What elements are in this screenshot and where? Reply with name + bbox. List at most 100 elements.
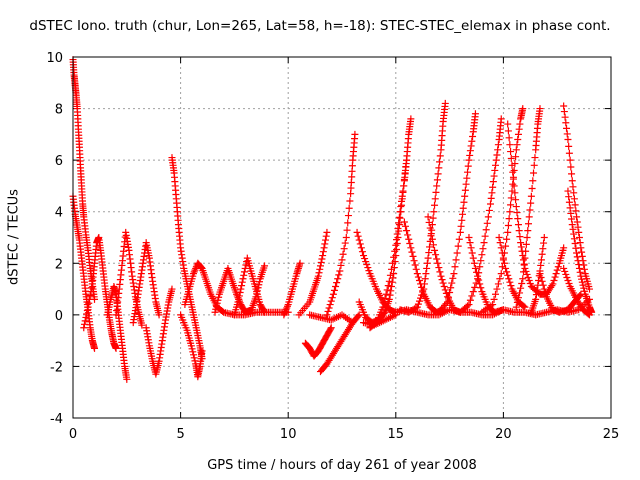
data-point (394, 224, 402, 232)
data-point (87, 288, 95, 296)
data-point (486, 200, 494, 208)
data-point (575, 261, 583, 269)
data-point (340, 245, 348, 253)
data-point (500, 249, 508, 257)
data-point (237, 285, 245, 293)
data-point (325, 304, 333, 312)
data-point (533, 286, 541, 294)
data-point (351, 130, 359, 138)
data-point (362, 258, 370, 266)
data-point (575, 264, 583, 272)
data-point (585, 295, 593, 303)
data-point (283, 304, 291, 312)
data-point (563, 273, 571, 281)
data-point (364, 264, 372, 272)
data-point (584, 310, 592, 318)
data-point (466, 147, 474, 155)
data-point (538, 277, 546, 285)
data-point (514, 136, 522, 144)
data-point (155, 311, 163, 319)
data-point (538, 250, 546, 258)
data-point (517, 239, 525, 247)
data-point (519, 256, 527, 264)
data-point (553, 266, 561, 274)
data-point (458, 216, 466, 224)
data-point (492, 161, 500, 169)
data-point (415, 297, 423, 305)
data-point (328, 294, 336, 302)
data-point (420, 280, 428, 288)
data-point (411, 261, 419, 269)
data-point (414, 300, 422, 308)
data-point (521, 264, 529, 272)
data-point (513, 209, 521, 217)
data-point (467, 244, 475, 252)
data-point (431, 246, 439, 254)
data-point (215, 293, 223, 301)
data-point (517, 243, 525, 251)
data-point (420, 285, 428, 293)
data-point (443, 298, 451, 306)
data-point (503, 268, 511, 276)
data-point (494, 280, 502, 288)
data-point (540, 234, 548, 241)
data-point (493, 285, 501, 293)
data-point (383, 286, 391, 294)
data-point (470, 259, 478, 267)
data-point (499, 256, 507, 264)
data-point (413, 270, 421, 278)
data-point (560, 102, 568, 110)
data-point (339, 250, 347, 258)
data-point (459, 210, 467, 218)
data-point (521, 254, 529, 262)
data-point (417, 294, 425, 302)
data-point (471, 110, 479, 118)
data-point (464, 162, 472, 170)
data-point (496, 239, 504, 247)
data-point (319, 248, 327, 256)
data-point (537, 273, 545, 281)
data-point (439, 279, 447, 287)
data-point (496, 275, 504, 283)
data-point (190, 351, 198, 359)
data-point (436, 268, 444, 276)
data-point (466, 151, 474, 159)
data-point (318, 255, 326, 263)
data-point (434, 170, 442, 178)
data-point (282, 306, 290, 314)
data-point (84, 303, 92, 311)
data-point (238, 278, 246, 286)
data-point (527, 199, 535, 207)
data-point (485, 206, 493, 214)
data-point (450, 270, 458, 278)
data-point (478, 251, 486, 259)
data-point (327, 324, 335, 332)
data-point (577, 290, 585, 298)
data-point (489, 301, 497, 309)
data-point (414, 273, 422, 281)
x-tick-label: 15 (388, 427, 405, 442)
data-point (484, 213, 492, 221)
data-point (504, 127, 512, 135)
data-point (112, 344, 120, 352)
data-point (525, 213, 533, 221)
data-point (433, 255, 441, 263)
data-point (88, 284, 96, 292)
data-point (498, 263, 506, 271)
data-point (497, 244, 505, 252)
data-point (480, 239, 488, 247)
data-point (192, 264, 200, 272)
data-point (573, 253, 581, 261)
data-point (575, 228, 583, 236)
data-point (514, 130, 522, 138)
data-point (415, 276, 423, 284)
data-point (353, 228, 361, 236)
data-point (255, 281, 263, 289)
data-point (435, 264, 443, 272)
data-point (549, 280, 557, 288)
data-point (405, 235, 413, 243)
data-point (509, 168, 517, 176)
data-point (455, 235, 463, 243)
data-point (81, 317, 89, 325)
